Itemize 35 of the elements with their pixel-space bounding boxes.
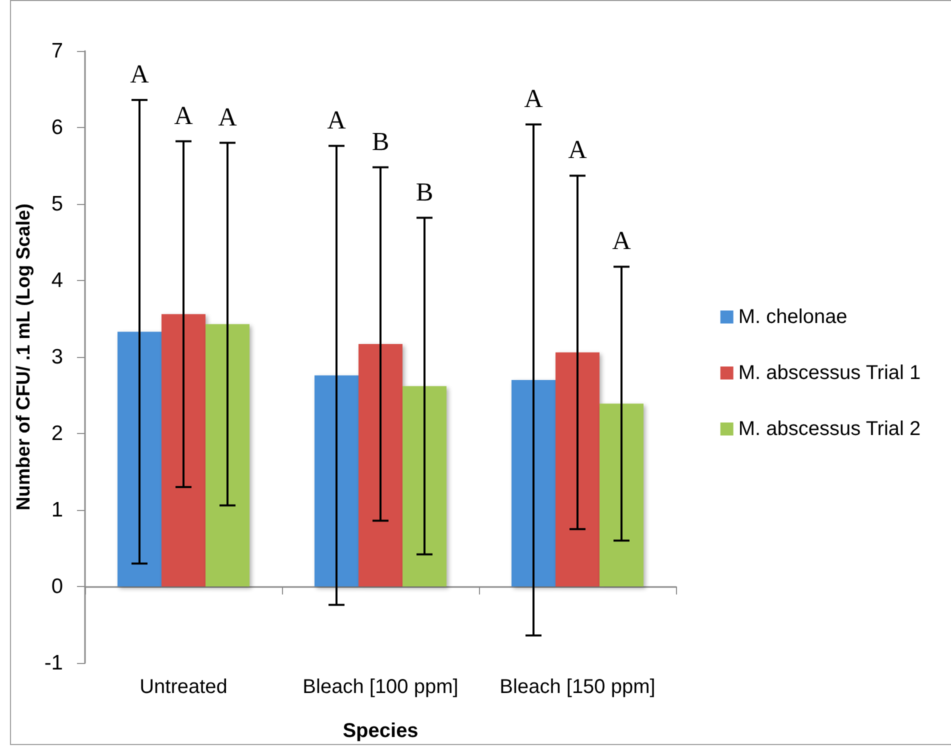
annotation: A	[612, 226, 632, 256]
bar	[556, 352, 600, 586]
x-axis-title: Species	[342, 720, 418, 742]
annotation: B	[372, 126, 390, 156]
annotation: A	[218, 102, 238, 132]
x-tick-label: Bleach [150 ppm]	[500, 676, 656, 698]
bar	[206, 324, 250, 586]
bar	[600, 404, 644, 586]
x-tick-label: Untreated	[140, 676, 228, 698]
annotation: A	[174, 100, 194, 130]
annotation: A	[568, 135, 588, 164]
x-tick-label: Bleach [100 ppm]	[302, 676, 458, 698]
y-tick-label: 5	[51, 192, 63, 216]
y-tick-label: 4	[51, 269, 64, 292]
y-axis-title: Number of CFU/ .1 mL (Log Scale)	[13, 204, 34, 510]
bar	[512, 380, 556, 586]
y-tick-label: -1	[44, 652, 63, 674]
y-tick-label: 3	[51, 346, 63, 368]
legend-label: M. abscessus Trial 1	[738, 362, 921, 384]
y-tick-label: 6	[51, 116, 63, 139]
y-tick-label: 7	[51, 40, 63, 62]
bar	[162, 314, 206, 586]
y-tick-label: 2	[51, 422, 63, 445]
bar	[314, 375, 358, 586]
bar	[118, 332, 162, 586]
annotation: A	[130, 59, 150, 88]
legend-label: M. abscessus Trial 2	[738, 418, 921, 440]
y-tick-label: 1	[51, 498, 63, 522]
annotation: A	[524, 84, 544, 113]
annotation: B	[416, 177, 434, 206]
bar	[402, 386, 446, 586]
legend-label: M. chelonae	[738, 306, 848, 328]
bar	[358, 344, 402, 586]
annotation: A	[327, 105, 346, 134]
y-tick-label: 0	[51, 575, 63, 598]
